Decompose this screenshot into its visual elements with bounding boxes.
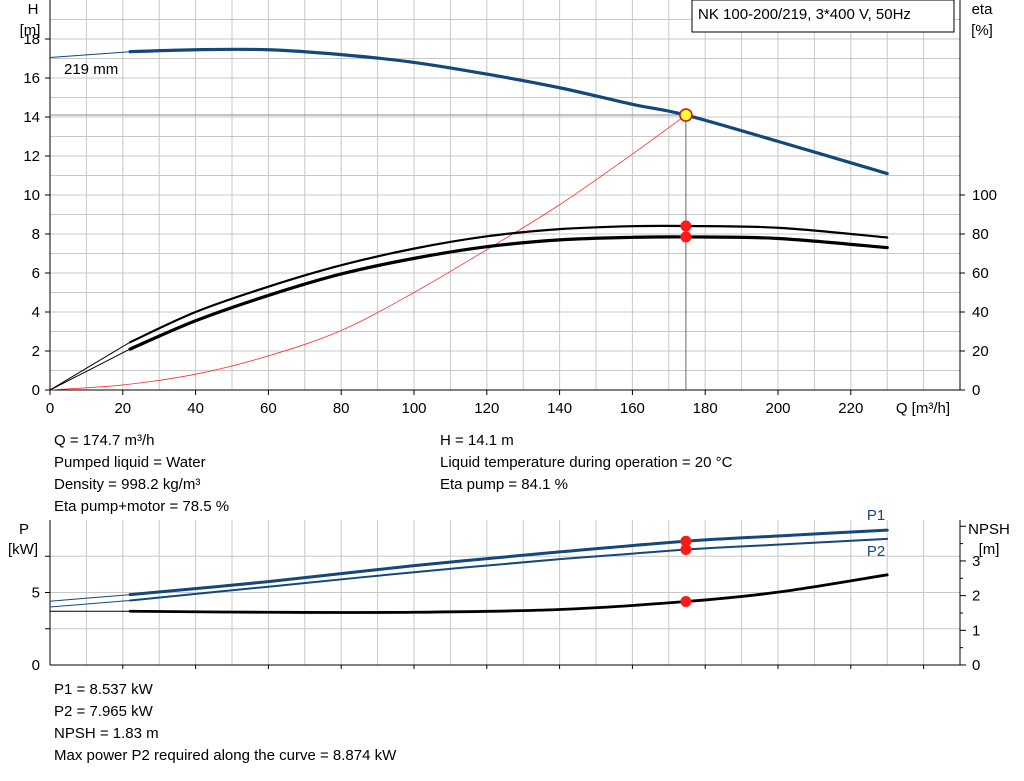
info-p2-text: P2 = 7.965 kW (54, 703, 153, 720)
p1-curve-extension (49, 594, 131, 602)
head-curve-extension (49, 51, 131, 59)
eta-total-curve (128, 235, 889, 351)
eta-pump-curve-extension (49, 341, 131, 391)
x-tick-label: 180 (693, 400, 718, 417)
x-tick-label: 160 (620, 400, 645, 417)
info-density-text: Density = 998.2 kg/m³ (54, 476, 201, 493)
x-tick-label: 80 (333, 400, 350, 417)
info-flow-text: Q = 174.7 m³/h (54, 432, 155, 449)
y-left-tick-label: 4 (32, 304, 40, 321)
head-curve (128, 47, 889, 176)
y-left-tick-label: 0 (32, 382, 40, 399)
y-left-tick-label: 0 (32, 657, 40, 674)
chart-title: NK 100-200/219, 3*400 V, 50Hz (698, 6, 911, 23)
info-max-power-text: Max power P2 required along the curve = … (54, 747, 397, 764)
y-right-tick-label: 0 (972, 382, 980, 399)
y-left-tick-label: 6 (32, 265, 40, 282)
y-right-tick-label: 1 (972, 622, 980, 639)
y-left-tick-label: 18 (23, 31, 40, 48)
x-tick-label: 220 (838, 400, 863, 417)
info-temperature-text: Liquid temperature during operation = 20… (440, 454, 733, 471)
npsh-axis-unit: [m] (979, 541, 1000, 558)
x-axis-label: Q [m³/h] (896, 400, 950, 417)
info-liquid-text: Pumped liquid = Water (54, 454, 206, 471)
y-right-tick-label: 20 (972, 343, 989, 360)
y-left-axis-title: H (28, 1, 39, 18)
y-left-axis-unit: [m] (20, 22, 41, 39)
npsh-curve (128, 573, 889, 614)
y-right-axis-unit: [%] (971, 22, 993, 39)
p2-curve (129, 537, 889, 602)
eta-total-operating-marker (680, 231, 692, 243)
p2-series-label: P2 (867, 543, 885, 560)
y-right-tick-label: 2 (972, 588, 980, 605)
x-tick-label: 40 (187, 400, 204, 417)
info-p1-text: P1 = 8.537 kW (54, 681, 153, 698)
y-left-tick-label: 10 (23, 187, 40, 204)
x-tick-label: 60 (260, 400, 277, 417)
npsh-operating-marker (680, 596, 692, 608)
power-info: P1 = 8.537 kW P2 = 7.965 kW NPSH = 1.83 … (54, 679, 396, 767)
operating-info-left: Q = 174.7 m³/h Pumped liquid = Water Den… (54, 430, 229, 518)
p2-curve-extension (49, 599, 131, 608)
eta-pump-operating-marker (680, 220, 692, 232)
y-left-tick-label: 2 (32, 343, 40, 360)
y-right-tick-label: 0 (972, 657, 980, 674)
y-left-tick-label: 12 (23, 148, 40, 165)
x-tick-label: 100 (401, 400, 426, 417)
y-right-tick-label: 3 (972, 553, 980, 570)
power-axis-title: P (19, 521, 29, 538)
system-curve (49, 114, 687, 391)
p1-curve (128, 528, 889, 597)
y-right-tick-label: 80 (972, 226, 989, 243)
info-eta-pump-text: Eta pump = 84.1 % (440, 476, 568, 493)
y-left-tick-label: 14 (23, 109, 40, 126)
y-left-tick-label: 5 (32, 585, 40, 602)
y-left-tick-label: 8 (32, 226, 40, 243)
operating-info-right: H = 14.1 m Liquid temperature during ope… (440, 430, 732, 496)
y-right-axis-title: eta (972, 1, 994, 18)
info-head-text: H = 14.1 m (440, 432, 514, 449)
power-npsh-chart: 0 5 P [kW] 0 1 2 3 NPSH [m] P1 P2 (8, 507, 1010, 674)
p1-series-label: P1 (867, 507, 885, 524)
x-tick-label: 140 (547, 400, 572, 417)
y-right-tick-label: 60 (972, 265, 989, 282)
x-tick-label: 20 (114, 400, 131, 417)
eta-total-curve-extension (49, 348, 131, 391)
x-tick-label: 200 (765, 400, 790, 417)
x-tick-label: 120 (474, 400, 499, 417)
y-right-tick-label: 100 (972, 187, 997, 204)
npsh-axis-title: NPSH (968, 521, 1010, 538)
impeller-diameter-label: 219 mm (64, 61, 118, 78)
power-axis-unit: [kW] (8, 541, 38, 558)
p1-operating-marker (680, 535, 692, 547)
eta-pump-curve (128, 224, 889, 344)
y-right-tick-label: 40 (972, 304, 989, 321)
duty-point-marker (679, 108, 693, 122)
chart-title-box (691, 0, 955, 33)
info-eta-total-text: Eta pump+motor = 78.5 % (54, 498, 230, 515)
qh-eta-chart: 0 20 40 60 80 100 120 140 160 180 200 220 Q [m³/h]02… (20, 0, 997, 417)
x-tick-label: 0 (46, 400, 54, 417)
y-left-tick-label: 16 (23, 70, 40, 87)
p2-operating-marker (680, 544, 692, 556)
info-npsh-text: NPSH = 1.83 m (54, 725, 159, 742)
